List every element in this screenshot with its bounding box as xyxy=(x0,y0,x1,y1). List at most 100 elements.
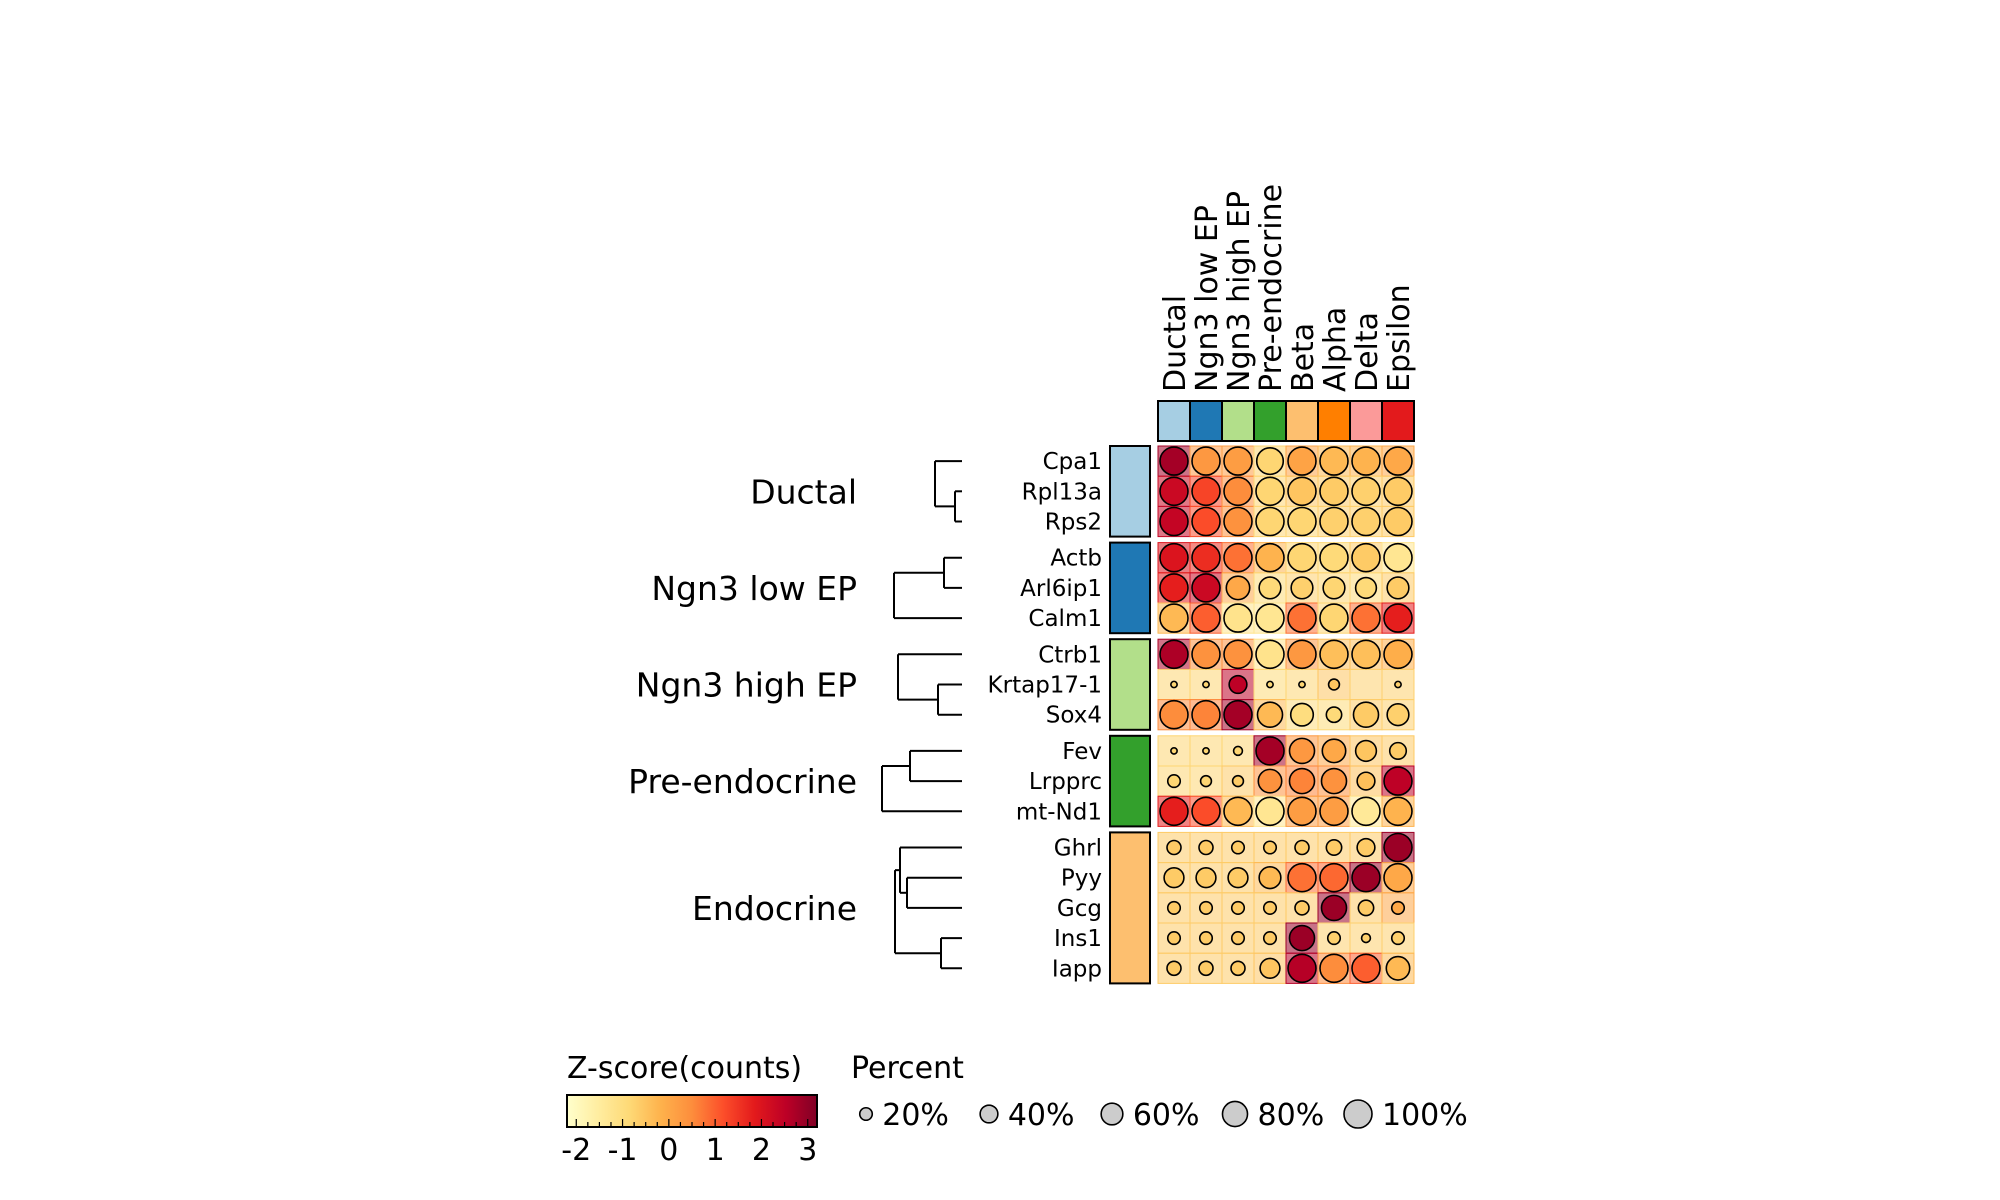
dot-mark xyxy=(1159,573,1189,603)
dot-mark xyxy=(1191,603,1221,633)
column-swatch xyxy=(1349,400,1383,442)
dot-mark xyxy=(1319,862,1349,893)
column-swatch xyxy=(1189,400,1223,442)
dot-mark xyxy=(1321,738,1347,764)
dot-mark xyxy=(1319,639,1349,670)
dot-mark xyxy=(1159,639,1189,670)
size-legend-dot xyxy=(979,1104,999,1124)
dot-mark xyxy=(1351,862,1381,893)
heatmap-cell xyxy=(1189,735,1223,767)
dot-mark xyxy=(1198,960,1214,977)
column-swatch xyxy=(1157,400,1191,442)
dot-mark xyxy=(1383,639,1413,670)
dot-mark xyxy=(1170,746,1178,755)
dot-mark xyxy=(1202,680,1210,689)
column-label: Ngn3 low EP xyxy=(1190,205,1225,392)
dot-mark xyxy=(1230,840,1246,855)
dot-mark xyxy=(1383,506,1413,537)
row-group-annotation-bar xyxy=(1109,445,1151,985)
percent-size-legend: Percent 20% 40% 60% 80% 100% xyxy=(851,1051,1468,1133)
dot-mark xyxy=(1383,476,1413,507)
dot-mark xyxy=(1351,506,1381,537)
dot-mark xyxy=(1223,506,1253,537)
size-legend-label: 20% xyxy=(882,1098,949,1133)
dot-mark xyxy=(1320,767,1348,795)
dot-mark xyxy=(1166,839,1182,856)
dot-mark xyxy=(1351,639,1381,670)
color-scale-bar xyxy=(566,1094,818,1128)
size-legend-dot xyxy=(1100,1102,1124,1126)
dot-mark xyxy=(1319,476,1349,507)
gene-label: Calm1 xyxy=(1028,606,1102,632)
dot-mark xyxy=(1255,506,1285,537)
dot-mark xyxy=(1191,573,1221,603)
gene-label: Cpa1 xyxy=(1043,449,1102,475)
dot-mark xyxy=(1354,576,1378,600)
dot-mark xyxy=(1288,767,1316,795)
dot-mark xyxy=(1319,603,1349,633)
gene-label: Pyy xyxy=(1061,866,1102,892)
size-legend-label: 60% xyxy=(1133,1098,1200,1133)
dot-mark xyxy=(1386,576,1410,600)
dot-mark xyxy=(1383,796,1413,827)
dot-mark xyxy=(1351,476,1381,507)
group-labels: Ductal Ngn3 low EP Ngn3 high EP Pre-endocri… xyxy=(628,472,857,928)
row-group-swatch xyxy=(1109,541,1151,635)
dot-mark xyxy=(1227,867,1249,889)
dot-mark xyxy=(1298,680,1306,689)
dot-mark xyxy=(1255,542,1285,573)
dot-mark xyxy=(1351,542,1381,573)
dot-mark xyxy=(1287,953,1317,984)
gene-label: Ghrl xyxy=(1054,836,1102,862)
dot-mark xyxy=(1191,542,1221,573)
gene-label: Rps2 xyxy=(1045,510,1102,536)
group-label: Ngn3 low EP xyxy=(651,569,857,608)
dot-mark xyxy=(1289,702,1315,727)
dot-mark xyxy=(1170,680,1178,689)
dot-mark xyxy=(1266,680,1274,689)
dot-mark xyxy=(1232,745,1244,757)
row-group-swatch xyxy=(1109,445,1151,538)
dot-mark xyxy=(1159,446,1189,476)
dot-mark xyxy=(1287,476,1317,507)
dot-mark xyxy=(1198,839,1214,856)
row-group-swatch xyxy=(1109,638,1151,731)
column-label: Epsilon xyxy=(1382,284,1417,392)
dot-mark xyxy=(1319,506,1349,537)
dot-mark xyxy=(1320,894,1348,922)
dot-mark xyxy=(1287,542,1317,573)
gene-label: Krtap17-1 xyxy=(988,673,1102,699)
dot-mark xyxy=(1199,774,1213,788)
gene-label: Fev xyxy=(1062,739,1102,765)
dot-mark xyxy=(1225,575,1251,601)
group-label: Ductal xyxy=(750,472,857,511)
dot-mark xyxy=(1255,796,1285,827)
size-legend-title: Percent xyxy=(851,1051,964,1086)
color-scale-tick-label: 1 xyxy=(706,1133,725,1168)
dot-mark xyxy=(1255,639,1285,670)
column-label: Ngn3 high EP xyxy=(1222,191,1257,392)
dot-mark xyxy=(1230,960,1246,977)
column-label: Pre-endocrine xyxy=(1254,184,1289,392)
gene-label: Rpl13a xyxy=(1022,479,1102,505)
group-label: Pre-endocrine xyxy=(628,762,857,801)
size-legend-dot xyxy=(1221,1100,1249,1128)
gene-label: mt-Nd1 xyxy=(1016,799,1102,825)
dot-mark xyxy=(1230,900,1246,915)
dot-mark xyxy=(1191,796,1221,827)
dot-mark xyxy=(1195,867,1217,889)
dot-mark xyxy=(1351,953,1381,984)
gene-label: Arl6ip1 xyxy=(1020,576,1102,602)
dot-mark xyxy=(1262,900,1278,915)
column-swatch xyxy=(1253,400,1287,442)
dot-mark xyxy=(1357,899,1375,917)
gene-label: Ctrb1 xyxy=(1038,642,1102,668)
dot-mark xyxy=(1287,639,1317,670)
dot-mark xyxy=(1390,900,1406,915)
dot-mark xyxy=(1287,796,1317,827)
dot-mark xyxy=(1166,774,1182,789)
dot-mark xyxy=(1356,837,1376,858)
column-label: Alpha xyxy=(1318,307,1353,392)
size-legend-label: 100% xyxy=(1382,1098,1468,1133)
